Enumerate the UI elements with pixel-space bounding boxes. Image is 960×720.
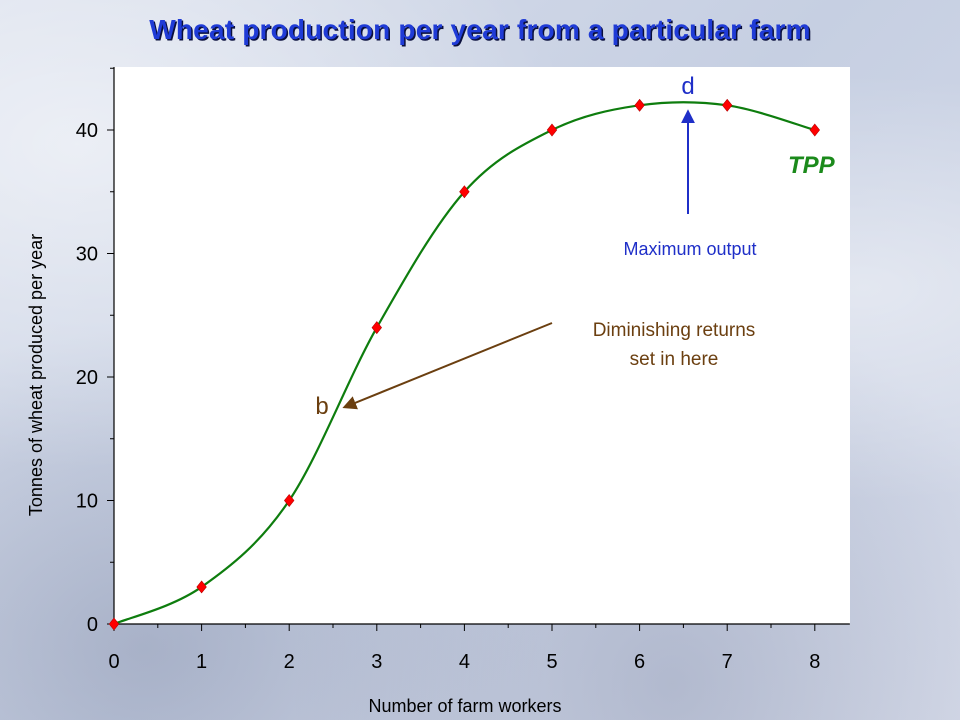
- x-tick-label: 4: [459, 651, 470, 673]
- tpp-data-point: [722, 98, 733, 112]
- y-tick-label: 30: [76, 244, 98, 266]
- tpp-data-point: [196, 580, 207, 594]
- tpp-series-line: [113, 101, 816, 626]
- chart-title: Wheat production per year from a particu…: [149, 14, 811, 45]
- y-tick-label: 0: [87, 614, 98, 636]
- series-label-tpp: TPP: [788, 152, 836, 179]
- y-ticks: 0 10 20 30 40: [76, 67, 114, 636]
- annotation-letter-d: d: [681, 73, 694, 100]
- tpp-data-point: [459, 185, 470, 199]
- x-tick-label: 0: [108, 651, 119, 673]
- diminishing-returns-arrow: [342, 322, 553, 410]
- axes: [113, 67, 850, 625]
- tpp-data-point: [546, 123, 558, 137]
- x-axis-title: Number of farm workers: [368, 696, 561, 716]
- x-tick-label: 2: [284, 651, 295, 673]
- y-axis-title: Tonnes of wheat produced per year: [26, 234, 46, 516]
- y-tick-label: 10: [76, 491, 98, 513]
- x-ticks: 0 1 2 3 4 5 6 7 8: [108, 624, 820, 673]
- max-output-label: Maximum output: [623, 239, 756, 259]
- tpp-data-point: [108, 617, 120, 631]
- x-tick-label: 1: [196, 651, 207, 673]
- x-tick-label: 6: [634, 651, 645, 673]
- tpp-data-point: [809, 123, 820, 137]
- y-tick-label: 40: [76, 120, 98, 142]
- x-tick-label: 8: [809, 651, 820, 673]
- x-tick-label: 3: [371, 651, 382, 673]
- x-tick-label: 7: [722, 651, 733, 673]
- tpp-data-point: [371, 321, 382, 335]
- diminishing-returns-label-line2: set in here: [630, 349, 719, 370]
- y-tick-label: 20: [76, 367, 98, 389]
- tpp-data-point: [284, 494, 295, 507]
- tpp-series-markers: [108, 98, 820, 631]
- x-tick-label: 5: [546, 651, 557, 673]
- diminishing-returns-label-line1: Diminishing returns: [593, 320, 756, 341]
- tpp-data-point: [634, 98, 645, 112]
- annotation-letter-b: b: [315, 393, 328, 420]
- plot-area: [114, 67, 850, 624]
